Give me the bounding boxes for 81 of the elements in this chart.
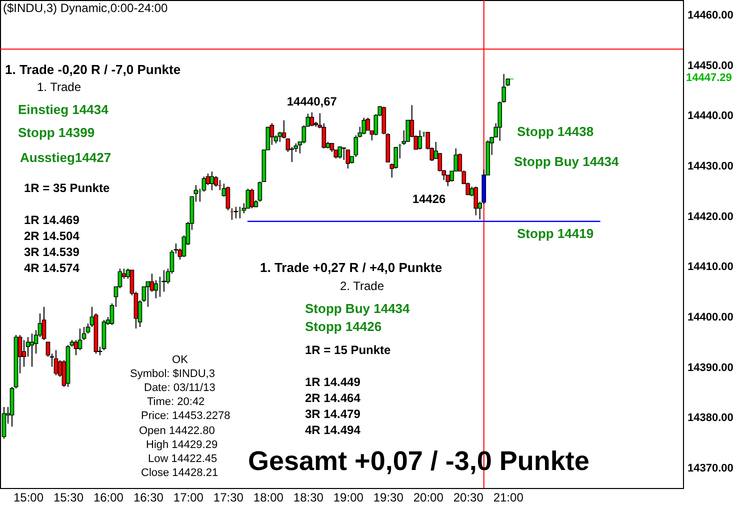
annotation: 3R 14.539: [24, 245, 80, 259]
annotation: Date: 03/11/13: [144, 382, 216, 394]
annotation: Stopp 14419: [517, 226, 594, 241]
annotation: Stopp Buy 14434: [514, 154, 620, 169]
x-tick-label: 19:30: [373, 490, 404, 504]
annotation: OK: [172, 354, 189, 366]
candlestick: [214, 176, 218, 188]
y-tick-label: 14450.00: [688, 60, 734, 72]
candlestick: [438, 152, 442, 172]
y-tick-label: 14410.00: [688, 261, 734, 274]
x-tick-label: 20:00: [413, 490, 444, 504]
annotation: Price: 14453.2278: [141, 410, 230, 422]
candlestick: [226, 186, 230, 211]
annotation: 14426: [412, 192, 446, 206]
candlestick: [474, 186, 478, 216]
y-tick-label: 14400.00: [688, 311, 734, 324]
candlestick: [210, 171, 214, 191]
candlestick: [282, 120, 286, 139]
candlestick: [146, 281, 150, 308]
candlestick: [22, 340, 26, 368]
annotation: 1. Trade +0,27 R / +4,0 Punkte: [260, 260, 442, 275]
annotation: Symbol: $INDU,3: [130, 368, 215, 380]
y-tick-label: 14390.00: [688, 362, 734, 374]
y-tick-label: 14370.00: [688, 462, 734, 474]
annotation: 4R 14.574: [24, 261, 80, 275]
y-tick-label: 14460.00: [688, 10, 734, 22]
annotation: Stopp 14399: [18, 125, 95, 140]
chart-title: ($INDU,3) Dynamic,0:00-24:00: [3, 1, 168, 15]
annotation: 2. Trade: [340, 279, 384, 293]
x-tick-label: 15:30: [53, 490, 84, 504]
annotation: 1. Trade: [37, 80, 82, 94]
candlestick: [54, 350, 58, 376]
candlestick: [362, 117, 366, 135]
annotation: Stopp Buy 14434: [305, 301, 411, 316]
x-tick-label: 16:30: [133, 490, 164, 504]
candlestick: [250, 188, 254, 209]
annotation: Open 14422.80: [139, 425, 215, 437]
annotation: 1R 14.449: [305, 375, 361, 389]
x-tick-label: 15:00: [13, 490, 44, 504]
candlestick: [74, 340, 78, 356]
candlestick: [346, 148, 350, 170]
x-tick-label: 17:00: [173, 490, 204, 504]
x-tick-label: 20:30: [453, 490, 484, 504]
annotation: 2R 14.504: [24, 229, 80, 243]
annotation: High 14429.29: [146, 439, 218, 451]
annotation: 14440,67: [286, 94, 338, 108]
annotation: Time: 20:42: [147, 396, 205, 408]
annotation: 3R 14.479: [305, 407, 361, 421]
x-tick-label: 18:30: [293, 490, 324, 504]
annotation: 1R 14.469: [24, 213, 80, 227]
annotation: 2R 14.464: [305, 391, 361, 405]
y-tick-label: 14430.00: [688, 160, 734, 173]
candlestick: [42, 306, 46, 341]
x-tick-label: 19:00: [333, 490, 364, 504]
text: 14447.29: [686, 72, 732, 84]
annotation: Stopp 14438: [517, 124, 594, 139]
annotation: 1R = 15 Punkte: [305, 343, 392, 357]
x-tick-label: 18:00: [253, 490, 284, 504]
y-tick-label: 14380.00: [688, 412, 734, 424]
annotation: Low 14422.45: [148, 453, 218, 465]
candlestick: [78, 328, 82, 351]
annotation: Ausstieg14427: [20, 150, 112, 165]
annotation: 4R 14.494: [305, 423, 361, 437]
x-tick-label: 21:00: [493, 490, 524, 504]
candlestick: [310, 112, 314, 127]
candlestick: [338, 146, 342, 159]
x-tick-label: 16:00: [93, 490, 124, 504]
candlestick: [30, 333, 34, 368]
y-tick-label: 14420.00: [688, 210, 734, 223]
x-tick-label: 17:30: [213, 490, 244, 504]
annotation: 1. Trade -0,20 R / -7,0 Punkte: [5, 62, 181, 77]
candlestick: [418, 130, 422, 150]
candlestick: [342, 146, 346, 160]
candlestick: [366, 117, 370, 131]
candlestick: [154, 280, 158, 299]
annotation: Einstieg 14434: [18, 102, 110, 117]
y-tick-label: 14440.00: [688, 110, 734, 122]
annotation: Close 14428.21: [141, 467, 218, 479]
annotation: 1R = 35 Punkte: [24, 181, 110, 195]
candlestick: [278, 131, 282, 142]
annotation: Stopp 14426: [305, 319, 382, 334]
